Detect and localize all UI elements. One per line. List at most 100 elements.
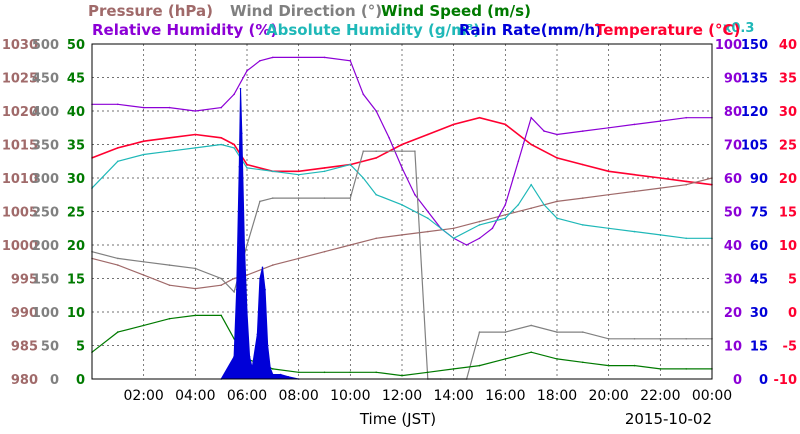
relative-humidity-point bbox=[465, 244, 468, 246]
pressure-tick-label: 1025 bbox=[2, 72, 38, 87]
temperature-c-point bbox=[323, 167, 326, 169]
pressure-hpa-point bbox=[117, 264, 119, 266]
relative-humidity-point bbox=[142, 106, 145, 109]
wind-speed-m-s-point bbox=[297, 371, 300, 374]
absolute-humidity-g-m-point bbox=[362, 177, 365, 179]
wind-direction-tick-label: 500 bbox=[32, 38, 59, 53]
temperature-c-point bbox=[233, 143, 235, 146]
legend-entry: Rain Rate(mm/h) bbox=[459, 21, 602, 39]
relative-humidity-point bbox=[491, 227, 494, 230]
wind-direction-point bbox=[375, 150, 378, 152]
legend-entry: Wind Direction (°) bbox=[230, 2, 382, 20]
absolute-humidity-g-m-point bbox=[517, 204, 520, 206]
rain-rate-mm-h-point bbox=[238, 166, 241, 168]
absolute-humidity-g-m-point bbox=[607, 227, 610, 230]
wind-direction-point bbox=[220, 277, 222, 280]
relative-humidity-point bbox=[478, 237, 481, 240]
wind-direction-point bbox=[246, 244, 248, 246]
wind-direction-point bbox=[233, 291, 235, 293]
temperature-tick-label: 20 bbox=[779, 172, 797, 187]
pressure-tick-label: 995 bbox=[11, 273, 38, 288]
wind-speed-m-s-point bbox=[452, 368, 455, 370]
temperature-c-point bbox=[427, 133, 429, 136]
absolute-humidity-g-m-point bbox=[297, 173, 300, 176]
rain-rate-mm-h-point bbox=[266, 344, 269, 347]
wind-direction-point bbox=[323, 197, 326, 199]
temperature-tick-label: 5 bbox=[788, 273, 797, 288]
temperature-c-point bbox=[582, 163, 584, 166]
relative-humidity-point bbox=[323, 56, 326, 59]
relative-humidity-point bbox=[607, 127, 610, 129]
wind-direction-point bbox=[659, 338, 662, 340]
temperature-c-point bbox=[607, 170, 610, 173]
rain-rate-tick-label: 135 bbox=[741, 72, 768, 87]
absolute-humidity-g-m-point bbox=[556, 217, 558, 219]
pressure-hpa-point bbox=[556, 200, 558, 203]
x-tick-label: 10:00 bbox=[330, 388, 370, 404]
right-axes: 1009080706050403020100150135120105907560… bbox=[715, 21, 797, 388]
rain-rate-mm-h-point bbox=[256, 333, 259, 336]
plot-frame bbox=[91, 43, 713, 380]
wind-direction-tick-label: 450 bbox=[32, 72, 59, 87]
temperature-c-point bbox=[685, 180, 687, 183]
wind-direction-point bbox=[272, 197, 274, 199]
wind-speed-tick-label: 20 bbox=[67, 239, 85, 254]
date-label: 2015-10-02 bbox=[625, 410, 712, 428]
rain-rate-mm-h-point bbox=[251, 367, 253, 369]
pressure-tick-label: 1015 bbox=[2, 139, 38, 154]
wind-direction-point bbox=[685, 338, 687, 340]
legend-entry: Relative Humidity (%) bbox=[92, 21, 277, 39]
relative-humidity-point bbox=[530, 116, 532, 119]
rain-rate-mm-h-point bbox=[235, 288, 238, 291]
wind-speed-tick-label: 5 bbox=[76, 340, 85, 355]
temperature-c-point bbox=[633, 173, 636, 176]
relative-humidity-point bbox=[517, 160, 520, 163]
wind-speed-tick-label: 10 bbox=[67, 306, 85, 321]
wind-direction-point bbox=[401, 150, 403, 152]
legend-entry: Absolute Humidity (g/m³) bbox=[266, 21, 480, 39]
pressure-tick-label: 1030 bbox=[2, 38, 38, 53]
wind-direction-tick-label: 400 bbox=[32, 105, 59, 120]
pressure-hpa-point bbox=[349, 244, 352, 246]
relative-humidity-point bbox=[401, 167, 403, 169]
wind-speed-m-s-point bbox=[375, 371, 378, 374]
relative-humidity-point bbox=[388, 137, 390, 139]
x-axis-label: Time (JST) bbox=[359, 410, 436, 428]
temperature-c-point bbox=[401, 143, 403, 146]
rain-rate-mm-h-point bbox=[248, 355, 251, 358]
wind-direction-point bbox=[556, 331, 558, 333]
temperature-tick-label: 30 bbox=[779, 105, 797, 120]
left-axes: 1030102510201015101010051000995990985980… bbox=[2, 38, 85, 388]
absolute-humidity-g-m-point bbox=[375, 193, 378, 196]
legend-entry: Temperature (°C) bbox=[595, 21, 740, 39]
rain-rate-mm-h-point bbox=[269, 367, 272, 369]
wind-speed-m-s-point bbox=[272, 368, 274, 370]
wind-speed-m-s-point bbox=[556, 358, 558, 360]
temperature-c-point bbox=[659, 177, 662, 179]
grid bbox=[92, 44, 712, 379]
temperature-tick-label: 25 bbox=[779, 139, 797, 154]
wind-speed-m-s-point bbox=[323, 371, 326, 374]
wind-speed-m-s-point bbox=[349, 371, 352, 374]
wind-speed-tick-label: 15 bbox=[67, 273, 85, 288]
wind-speed-m-s-point bbox=[633, 364, 636, 367]
absolute-humidity-g-m-point bbox=[142, 153, 145, 156]
rain-rate-tick-label: 45 bbox=[750, 273, 768, 288]
relative-humidity-point bbox=[659, 120, 662, 122]
wind-direction-point bbox=[117, 257, 119, 260]
wind-speed-m-s-point bbox=[530, 351, 532, 354]
absolute-humidity-g-m-point bbox=[685, 237, 687, 240]
pressure-hpa-point bbox=[659, 187, 662, 189]
wind-direction-tick-label: 100 bbox=[32, 306, 59, 321]
relative-humidity-point bbox=[233, 93, 235, 96]
wind-speed-m-s-point bbox=[659, 368, 662, 370]
rain-rate-tick-label: 0 bbox=[759, 373, 768, 388]
relative-humidity-tick-label: 50 bbox=[724, 206, 742, 221]
wind-speed-tick-label: 0 bbox=[76, 373, 85, 388]
temperature-c-point bbox=[556, 157, 558, 159]
relative-humidity-tick-label: 60 bbox=[724, 172, 742, 187]
pressure-hpa-point bbox=[633, 190, 636, 193]
pressure-tick-label: 1020 bbox=[2, 105, 38, 120]
x-axis-ticks: 02:00 04:00 06:00 08:00 10:00 12:00 14:00 16:00… bbox=[123, 388, 732, 404]
absolute-humidity-g-m-point bbox=[530, 183, 532, 186]
